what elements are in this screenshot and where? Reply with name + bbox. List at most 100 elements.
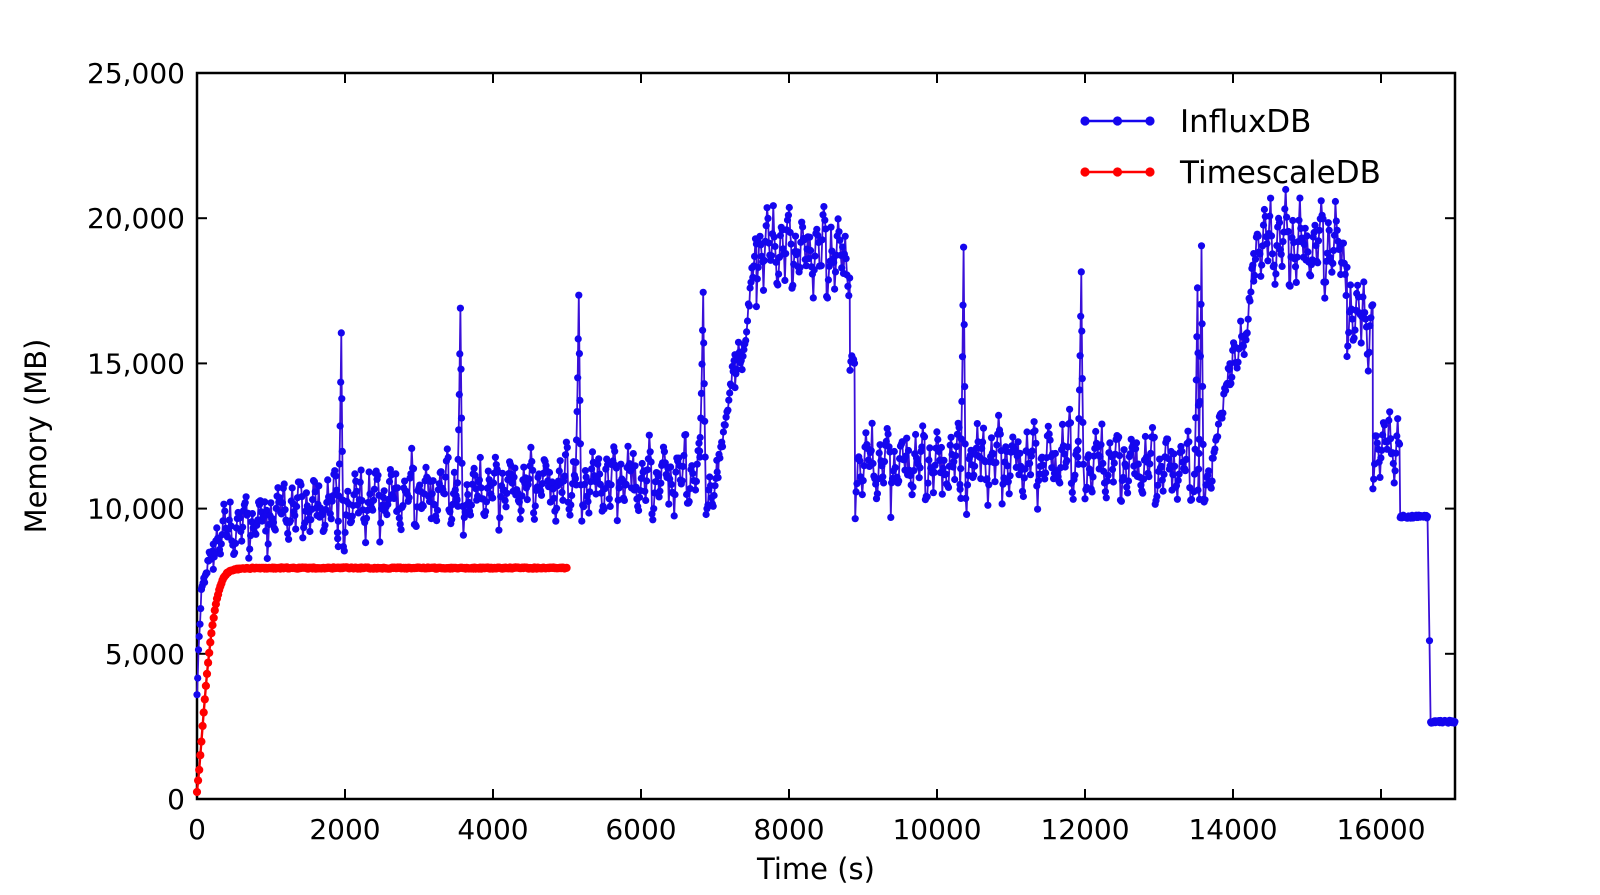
legend-marker-dot	[1080, 167, 1090, 177]
influxdb-marker-dot	[1132, 439, 1141, 447]
influxdb-marker-dot	[335, 460, 344, 468]
influxdb-marker-dot	[1124, 477, 1133, 485]
influxdb-marker-dot	[422, 463, 430, 471]
influxdb-marker-dot	[915, 474, 923, 482]
influxdb-marker-dot	[601, 485, 609, 493]
influxdb-marker-dot	[1317, 197, 1325, 205]
influxdb-marker-dot	[759, 286, 768, 294]
influxdb-marker-dot	[1383, 445, 1391, 453]
influxdb-marker-dot	[311, 488, 319, 496]
influxdb-marker-dot	[912, 430, 920, 439]
influxdb-marker-dot	[1074, 437, 1082, 445]
influxdb-marker-dot	[641, 487, 649, 495]
influxdb-marker-dot	[1239, 342, 1247, 350]
influxdb-marker-dot	[1077, 312, 1085, 320]
influxdb-marker-dot	[957, 465, 965, 473]
influxdb-marker-dot	[831, 268, 840, 276]
influxdb-marker-dot	[1197, 242, 1206, 250]
influxdb-marker-dot	[501, 497, 509, 505]
influxdb-marker-dot	[1333, 226, 1341, 234]
influxdb-marker-dot	[1193, 333, 1201, 341]
influxdb-marker-dot	[973, 420, 981, 428]
influxdb-marker-dot	[869, 459, 877, 468]
influxdb-marker-dot	[683, 490, 691, 499]
influxdb-marker-dot	[1295, 216, 1303, 224]
influxdb-marker-dot	[575, 350, 584, 358]
influxdb-marker-dot	[441, 490, 449, 498]
influxdb-marker-dot	[839, 243, 847, 251]
influxdb-marker-dot	[318, 511, 326, 519]
influxdb-marker-dot	[699, 326, 707, 334]
influxdb-marker-dot	[578, 517, 586, 525]
influxdb-marker-dot	[842, 255, 850, 263]
influxdb-marker-dot	[1359, 293, 1367, 301]
influxdb-marker-dot	[338, 395, 346, 403]
timescaledb-marker-dot	[202, 669, 212, 679]
influxdb-marker-dot	[1031, 427, 1039, 435]
influxdb-marker-dot	[904, 446, 913, 455]
influxdb-marker-dot	[419, 502, 427, 510]
influxdb-marker-dot	[1264, 257, 1272, 265]
influxdb-marker-dot	[1322, 278, 1330, 286]
influxdb-marker-dot	[858, 491, 866, 499]
influxdb-marker-dot	[731, 384, 739, 392]
influxdb-marker-dot	[508, 479, 516, 487]
influxdb-marker-dot	[1289, 216, 1297, 225]
influxdb-marker-dot	[1026, 459, 1034, 467]
influxdb-marker-dot	[370, 485, 379, 493]
influxdb-marker-dot	[660, 448, 669, 456]
influxdb-marker-dot	[322, 505, 330, 514]
influxdb-marker-dot	[455, 390, 463, 399]
influxdb-marker-dot	[1009, 433, 1017, 441]
influxdb-marker-dot	[918, 443, 926, 451]
timescaledb-marker-dot	[209, 613, 218, 623]
influxdb-marker-dot	[1132, 445, 1140, 453]
influxdb-marker-dot	[324, 476, 332, 484]
influxdb-marker-dot	[738, 366, 746, 374]
influxdb-marker-dot	[548, 478, 556, 486]
influxdb-marker-dot	[672, 468, 680, 476]
influxdb-marker-dot	[1387, 435, 1395, 443]
influxdb-marker-dot	[726, 389, 734, 397]
influxdb-marker-dot	[1254, 232, 1262, 240]
timescaledb-marker-dot	[562, 563, 571, 572]
influxdb-marker-dot	[197, 605, 205, 613]
influxdb-marker-dot	[983, 475, 991, 483]
influxdb-marker-dot	[201, 578, 209, 587]
influxdb-marker-dot	[1028, 447, 1036, 455]
influxdb-marker-dot	[241, 499, 249, 507]
influxdb-marker-dot	[1003, 462, 1012, 470]
influxdb-marker-dot	[908, 491, 916, 499]
influxdb-marker-dot	[520, 463, 528, 471]
influxdb-marker-dot	[1329, 259, 1337, 267]
influxdb-marker-dot	[963, 510, 971, 518]
influxdb-marker-dot	[357, 466, 365, 474]
influxdb-marker-dot	[553, 504, 561, 512]
influxdb-marker-dot	[765, 239, 773, 247]
influxdb-marker-dot	[1196, 397, 1204, 405]
influxdb-marker-dot	[769, 202, 777, 210]
influxdb-marker-dot	[909, 483, 917, 491]
influxdb-marker-dot	[862, 429, 870, 437]
influxdb-marker-dot	[1249, 261, 1257, 269]
influxdb-marker-dot	[856, 457, 864, 465]
influxdb-marker-dot	[952, 452, 960, 460]
influxdb-marker-dot	[714, 474, 722, 482]
influxdb-marker-dot	[890, 447, 898, 456]
influxdb-marker-dot	[958, 397, 966, 405]
influxdb-marker-dot	[1346, 281, 1355, 289]
x-axis-tick-label: 6000	[605, 813, 676, 846]
influxdb-marker-dot	[446, 508, 454, 516]
influxdb-marker-dot	[622, 480, 630, 488]
influxdb-marker-dot	[537, 491, 546, 499]
influxdb-marker-dot	[356, 478, 364, 486]
influxdb-marker-dot	[409, 465, 418, 473]
influxdb-marker-dot	[845, 292, 853, 300]
influxdb-marker-dot	[824, 276, 833, 284]
influxdb-marker-dot	[1279, 238, 1287, 246]
influxdb-marker-dot	[805, 255, 813, 263]
influxdb-marker-dot	[460, 513, 468, 522]
influxdb-marker-dot	[459, 531, 467, 539]
influxdb-marker-dot	[642, 496, 650, 504]
influxdb-marker-dot	[947, 433, 955, 441]
